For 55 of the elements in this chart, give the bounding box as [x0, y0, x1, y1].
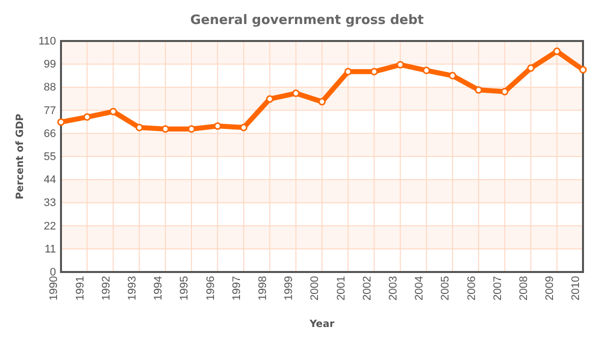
x-tick-label: 1994 [152, 276, 165, 300]
x-tick-label: 2008 [518, 276, 530, 300]
y-tick-label: 110 [38, 36, 56, 48]
y-tick-label: 33 [44, 197, 56, 210]
x-tick-label: 2000 [309, 276, 322, 300]
y-tick-label: 22 [44, 220, 56, 232]
y-axis-title: Percent of GDP [15, 114, 26, 200]
point [136, 124, 144, 132]
point [527, 64, 535, 72]
x-tick-label: 2006 [466, 276, 478, 300]
x-tick-label: 2004 [414, 276, 426, 300]
y-tick-label: 88 [44, 82, 56, 94]
y-tick-label: 66 [44, 128, 56, 140]
point [370, 68, 378, 76]
x-tick-label: 1995 [178, 276, 191, 300]
point [553, 48, 561, 56]
point [318, 98, 326, 106]
x-axis-title: Year [308, 319, 334, 330]
x-tick-label: 1993 [126, 276, 138, 300]
x-tick-label: 2001 [335, 276, 348, 300]
point [579, 66, 587, 74]
y-tick-label: 99 [44, 58, 56, 71]
chart-title: General government gross debt [190, 13, 424, 28]
y-tick-label: 11 [44, 243, 56, 256]
y-tick-label: 77 [44, 104, 56, 117]
point [266, 95, 274, 103]
point [188, 125, 196, 133]
point [448, 72, 456, 80]
point [396, 61, 404, 68]
x-tick-label: 1996 [204, 276, 217, 300]
x-tick-label: 1997 [230, 276, 243, 300]
x-tick-label: 1991 [74, 276, 86, 300]
point [57, 118, 65, 126]
x-tick-label: 2010 [570, 276, 582, 300]
point [344, 68, 352, 76]
x-tick-label: 1992 [100, 276, 112, 300]
x-tick-label: 1998 [256, 276, 269, 300]
x-tick-label: 1990 [48, 276, 60, 300]
y-tick-label: 44 [44, 174, 56, 186]
point [474, 86, 482, 94]
x-tick-label: 2009 [544, 276, 556, 300]
x-tick-label: 2002 [361, 276, 374, 300]
point [83, 113, 91, 121]
point [109, 108, 117, 116]
point [214, 122, 222, 130]
point [162, 125, 170, 133]
x-tick-label: 1999 [283, 276, 296, 300]
point [240, 124, 248, 132]
point [292, 90, 300, 98]
point [422, 66, 430, 74]
y-tick-label: 55 [44, 151, 56, 164]
x-tick-label: 2003 [387, 276, 400, 300]
point [500, 88, 508, 96]
x-tick-label: 2007 [492, 276, 504, 300]
x-tick-label: 2005 [440, 276, 452, 300]
